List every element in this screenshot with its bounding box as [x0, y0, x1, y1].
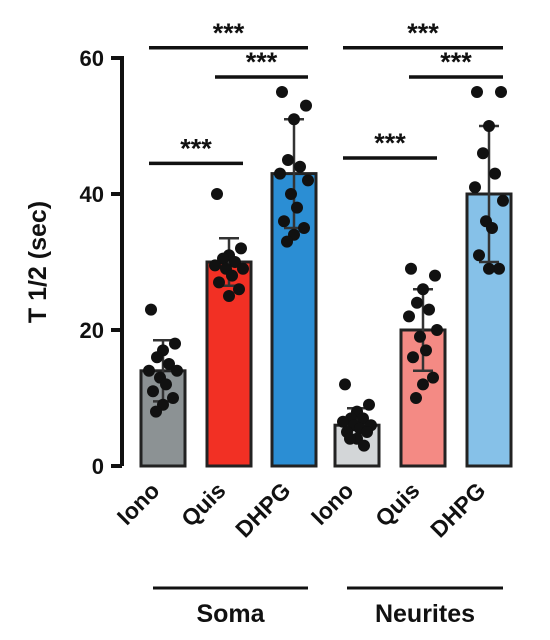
data-point — [237, 262, 249, 275]
data-point — [411, 296, 423, 309]
data-point — [469, 181, 481, 194]
data-point — [405, 262, 417, 275]
data-point — [344, 432, 356, 445]
group-label-1: Soma — [196, 600, 265, 628]
y-tick-label-2: 40 — [80, 182, 104, 207]
category-label-3: DHPG — [230, 477, 295, 542]
data-point — [427, 371, 439, 384]
category-label-1: Iono — [112, 477, 165, 530]
data-point — [282, 154, 294, 166]
category-label-2: Quis — [176, 477, 231, 532]
data-point — [497, 194, 509, 207]
data-point — [414, 330, 426, 343]
data-point — [431, 324, 443, 336]
bar-group-5 — [399, 262, 447, 468]
data-point — [151, 351, 163, 364]
data-point — [291, 201, 303, 214]
data-point — [357, 412, 369, 425]
data-point — [473, 249, 485, 262]
data-point — [417, 283, 429, 296]
data-point — [276, 86, 288, 98]
data-point — [171, 364, 183, 377]
significance-label-4: *** — [407, 18, 439, 48]
data-point — [281, 235, 293, 248]
y-axis-label: T 1/2 (sec) — [24, 201, 52, 323]
data-point — [363, 398, 375, 411]
significance-layer: ****************** — [149, 18, 503, 166]
data-point — [226, 269, 238, 282]
group-label-2: Neurites — [375, 600, 475, 628]
y-axis: 0 20 40 60 — [80, 46, 124, 479]
data-point — [160, 378, 172, 391]
bar-group-4 — [333, 378, 381, 468]
data-point — [495, 86, 507, 98]
data-point — [274, 167, 286, 180]
data-point — [410, 392, 422, 404]
data-point — [489, 167, 501, 180]
data-point — [167, 392, 179, 404]
data-point — [358, 439, 370, 452]
data-point — [169, 337, 181, 350]
bar-group-3 — [270, 86, 318, 468]
data-point — [209, 259, 221, 272]
data-point — [483, 120, 495, 132]
data-point — [217, 252, 229, 265]
y-tick-label-1: 20 — [80, 318, 104, 343]
category-label-6: DHPG — [425, 477, 490, 542]
data-point — [417, 378, 429, 391]
data-point — [361, 426, 373, 438]
data-point — [403, 310, 415, 323]
data-point — [278, 215, 290, 228]
data-point — [493, 262, 505, 275]
data-point — [423, 303, 435, 316]
data-point — [486, 222, 498, 234]
data-point — [223, 290, 235, 302]
data-point — [302, 174, 314, 187]
data-point — [471, 86, 483, 98]
category-labels: Iono Quis DHPG Iono Quis DHPG — [112, 477, 491, 542]
data-point — [420, 344, 432, 357]
significance-label-2: *** — [246, 47, 278, 77]
data-point — [483, 262, 495, 275]
bar-layer — [139, 86, 513, 468]
significance-label-6: *** — [374, 128, 406, 158]
category-label-4: Iono — [306, 477, 359, 530]
data-point — [339, 378, 351, 391]
significance-label-3: *** — [180, 133, 212, 163]
data-point — [407, 351, 419, 364]
data-point — [429, 269, 441, 282]
data-point — [288, 113, 300, 126]
data-point — [147, 385, 159, 398]
data-point — [233, 283, 245, 296]
data-point — [235, 242, 247, 255]
data-point — [213, 276, 225, 289]
data-point — [300, 99, 312, 112]
group-labels: Soma Neurites — [153, 586, 503, 628]
data-point — [285, 188, 297, 200]
data-point — [211, 188, 223, 200]
significance-label-1: *** — [213, 18, 245, 48]
category-label-5: Quis — [370, 477, 425, 532]
data-point — [145, 303, 157, 316]
data-point — [150, 405, 162, 418]
data-point — [337, 415, 349, 428]
bar-group-1 — [139, 303, 187, 468]
significance-label-5: *** — [440, 47, 472, 77]
data-point — [298, 222, 310, 234]
data-point — [163, 358, 175, 370]
data-point — [477, 147, 489, 160]
data-point — [143, 364, 155, 377]
bar-group-2 — [205, 188, 253, 468]
y-tick-label-3: 60 — [80, 46, 104, 71]
y-tick-label-0: 0 — [92, 454, 104, 479]
data-point — [229, 256, 241, 268]
data-point — [294, 160, 306, 173]
bar-group-6 — [465, 86, 513, 468]
